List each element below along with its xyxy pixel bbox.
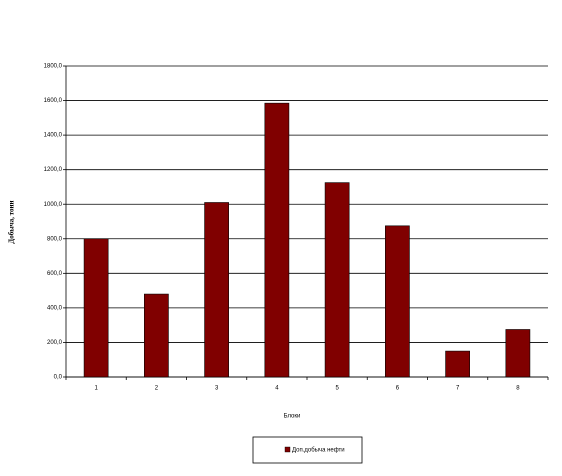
x-tick-label: 6 xyxy=(396,386,400,392)
x-tick-label: 8 xyxy=(516,386,520,392)
bar xyxy=(324,182,350,378)
x-tick-label: 4 xyxy=(275,386,279,392)
y-tick-label: 0,0 xyxy=(54,375,63,381)
bar xyxy=(83,238,109,378)
x-tick-label: 3 xyxy=(215,386,219,392)
bar xyxy=(264,102,290,378)
y-tick-label: 600,0 xyxy=(47,271,63,277)
x-tick-label: 5 xyxy=(335,386,339,392)
legend-box xyxy=(252,436,363,464)
x-tick-label: 2 xyxy=(155,386,159,392)
bar xyxy=(144,293,169,378)
bar xyxy=(505,329,531,378)
legend-label: Доп.добыча нефти xyxy=(292,448,345,454)
y-tick-label: 1000,0 xyxy=(44,202,63,208)
y-tick-label: 800,0 xyxy=(47,236,63,242)
y-tick-label: 400,0 xyxy=(47,305,63,311)
y-tick-label: 1800,0 xyxy=(44,64,63,70)
y-axis-label: Добыча, тонн xyxy=(8,200,16,243)
legend-swatch xyxy=(284,446,291,453)
bar xyxy=(204,202,229,378)
y-tick-label: 1400,0 xyxy=(44,133,63,139)
y-tick-label: 1600,0 xyxy=(44,98,63,104)
x-tick-label: 1 xyxy=(94,386,98,392)
y-tick-label: 1200,0 xyxy=(44,167,63,173)
x-axis-label: Блоки xyxy=(284,414,301,420)
bar xyxy=(445,350,470,378)
bar xyxy=(385,225,410,378)
y-tick-label: 200,0 xyxy=(47,340,63,346)
x-tick-label: 7 xyxy=(456,386,460,392)
